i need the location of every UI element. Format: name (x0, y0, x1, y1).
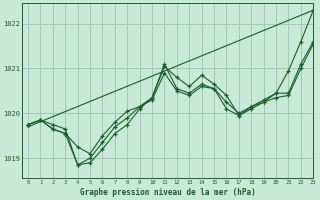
X-axis label: Graphe pression niveau de la mer (hPa): Graphe pression niveau de la mer (hPa) (80, 188, 255, 197)
